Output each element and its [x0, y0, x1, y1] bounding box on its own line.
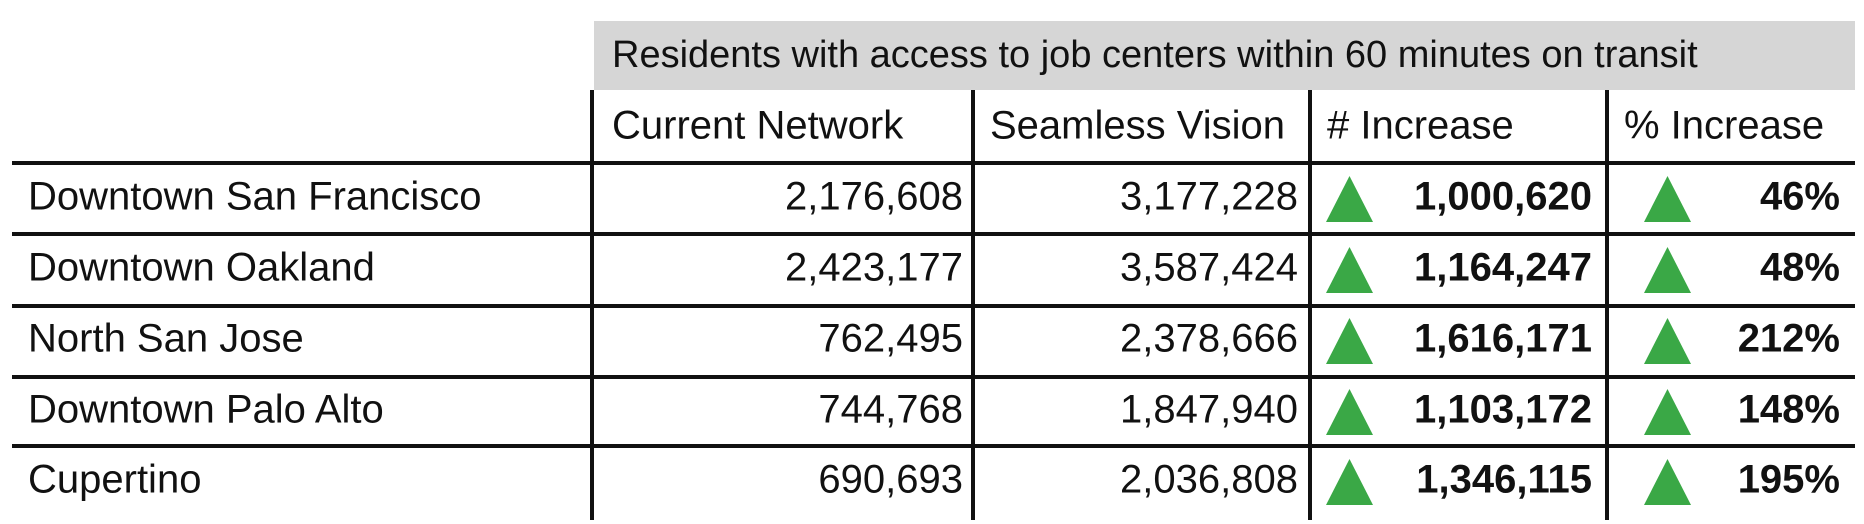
- up-arrow: [1644, 247, 1691, 293]
- increase-cell: 1,346,115: [1416, 458, 1592, 502]
- up-arrow: [1644, 176, 1691, 222]
- value-cell: 1,847,940: [1120, 388, 1298, 432]
- up-arrow: [1326, 318, 1373, 364]
- grid: [12, 90, 1855, 520]
- increase-cell: 195%: [1738, 458, 1840, 502]
- value-cell: 690,693: [818, 458, 963, 502]
- header-band: [594, 21, 1855, 90]
- increase-cell: 1,164,247: [1414, 246, 1592, 290]
- increase-cell: 46%: [1760, 175, 1840, 219]
- value-cell: 2,423,177: [785, 246, 963, 290]
- table-title: Residents with access to job centers wit…: [612, 34, 1698, 76]
- increase-cell: 1,616,171: [1414, 317, 1592, 361]
- value-cell: 2,176,608: [785, 175, 963, 219]
- increase-cell: 148%: [1738, 388, 1840, 432]
- value-cell: 2,378,666: [1120, 317, 1298, 361]
- column-header: Current Network: [612, 104, 904, 148]
- value-cell: 762,495: [818, 317, 963, 361]
- up-arrow: [1326, 459, 1373, 505]
- value-cell: 3,177,228: [1120, 175, 1298, 219]
- increase-cell: 212%: [1738, 317, 1840, 361]
- value-cell: 2,036,808: [1120, 458, 1298, 502]
- up-arrow: [1326, 389, 1373, 435]
- row-label: Downtown Oakland: [28, 246, 375, 290]
- column-header: Seamless Vision: [990, 104, 1285, 148]
- value-cell: 744,768: [818, 388, 963, 432]
- row-label: Cupertino: [28, 458, 201, 502]
- column-header: # Increase: [1327, 104, 1514, 148]
- up-arrow: [1326, 176, 1373, 222]
- up-arrow: [1644, 459, 1691, 505]
- column-header: % Increase: [1624, 104, 1824, 148]
- increase-cell: 1,103,172: [1414, 388, 1592, 432]
- row-label: Downtown Palo Alto: [28, 388, 384, 432]
- increase-cell: 48%: [1760, 246, 1840, 290]
- up-arrow: [1644, 318, 1691, 364]
- increase-cell: 1,000,620: [1414, 175, 1592, 219]
- row-label: North San Jose: [28, 317, 304, 361]
- up-arrow: [1644, 389, 1691, 435]
- up-arrow: [1326, 247, 1373, 293]
- value-cell: 3,587,424: [1120, 246, 1298, 290]
- row-label: Downtown San Francisco: [28, 175, 482, 219]
